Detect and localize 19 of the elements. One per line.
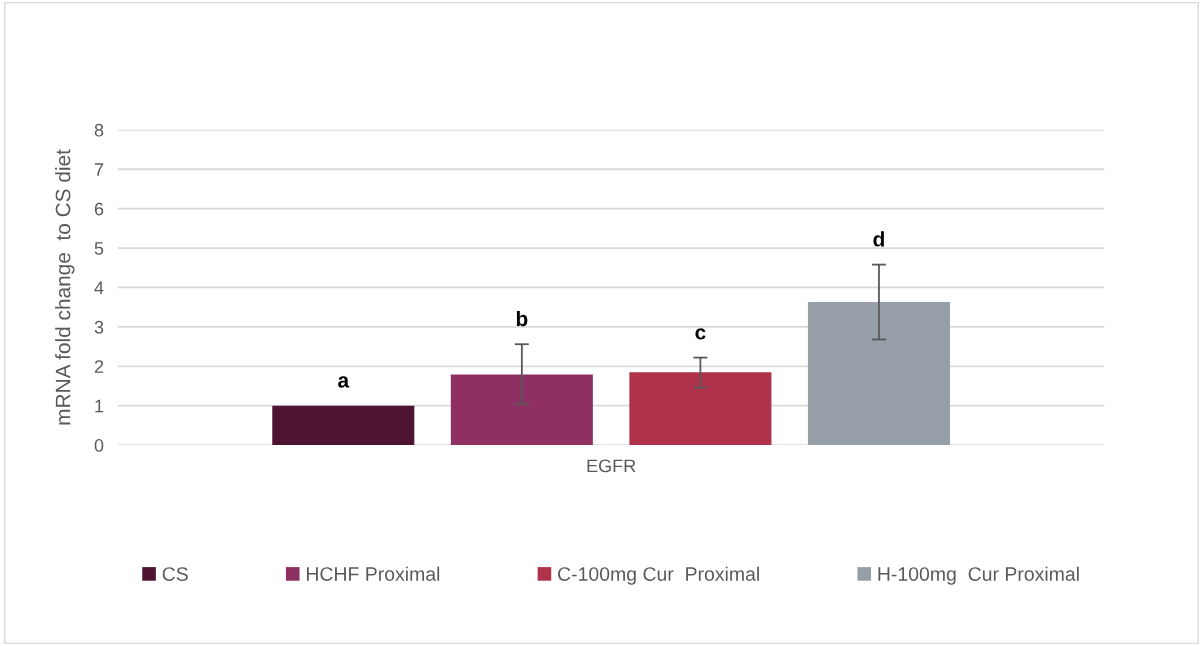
y-tick-label: 1 xyxy=(95,399,104,413)
y-tick-label: 7 xyxy=(94,163,104,176)
legend-label: HCHF Proximal xyxy=(306,566,440,581)
y-tick-label: 5 xyxy=(94,242,104,255)
y-tick-label: 0 xyxy=(94,439,104,452)
y-tick-label: 6 xyxy=(94,202,104,216)
data-label: b xyxy=(516,310,528,327)
y-tick-label: 2 xyxy=(94,360,104,373)
legend-label: C-100mg Cur Proximal xyxy=(558,566,759,585)
legend-label: CS xyxy=(162,567,188,581)
y-axis-title: mRNA fold change to CS diet xyxy=(55,149,75,425)
y-tick-label: 8 xyxy=(94,123,104,137)
data-label: c xyxy=(695,328,706,340)
y-tick-label: 4 xyxy=(94,281,104,295)
data-label: d xyxy=(873,231,884,247)
legend-label: H-100mg Cur Proximal xyxy=(878,566,1079,585)
y-tick-label: 3 xyxy=(94,320,104,334)
data-label: a xyxy=(338,376,350,388)
x-tick-label: EGFR xyxy=(587,459,636,473)
